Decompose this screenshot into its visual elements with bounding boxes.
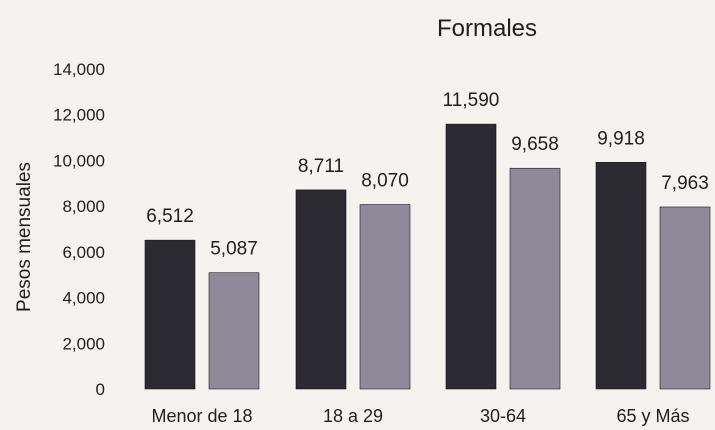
y-tick-label: 14,000 xyxy=(53,60,105,79)
x-axis-ticks: Menor de 18 18 a 29 30-64 65 y Más xyxy=(151,406,689,426)
bar xyxy=(144,239,196,390)
x-tick-label: Menor de 18 xyxy=(151,406,252,426)
x-tick-label: 18 a 29 xyxy=(323,406,383,426)
data-label: 9,658 xyxy=(511,134,559,155)
bar xyxy=(208,272,260,390)
bar xyxy=(659,206,711,390)
data-label: 8,711 xyxy=(298,156,344,177)
y-tick-label: 12,000 xyxy=(53,106,105,125)
data-label: 7,963 xyxy=(661,173,709,194)
y-tick-label: 6,000 xyxy=(62,243,105,262)
bars xyxy=(144,123,711,390)
y-tick-label: 8,000 xyxy=(62,197,105,216)
bar xyxy=(595,162,647,390)
x-tick-label: 30-64 xyxy=(480,406,526,426)
data-label: 9,918 xyxy=(597,128,645,149)
bar xyxy=(509,167,561,390)
y-axis-label: Pesos mensuales xyxy=(14,162,35,312)
x-tick-label: 65 y Más xyxy=(616,406,689,426)
y-tick-label: 2,000 xyxy=(62,334,105,353)
y-tick-label: 0 xyxy=(96,380,105,399)
data-labels: 6,512 5,087 8,711 8,070 11,590 9,658 9,918 7,96… xyxy=(146,90,709,260)
bar xyxy=(445,123,497,390)
y-tick-label: 4,000 xyxy=(62,289,105,308)
chart-title: Formales xyxy=(437,15,537,42)
bar xyxy=(359,204,411,390)
bar xyxy=(295,189,347,390)
data-label: 5,087 xyxy=(210,239,258,260)
y-tick-label: 10,000 xyxy=(53,151,105,170)
y-axis-ticks: 0 2,000 4,000 6,000 8,000 10,000 12,000 14,000 xyxy=(53,60,105,399)
data-label: 11,590 xyxy=(443,90,500,111)
data-label: 8,070 xyxy=(361,171,409,192)
data-label: 6,512 xyxy=(146,206,194,227)
